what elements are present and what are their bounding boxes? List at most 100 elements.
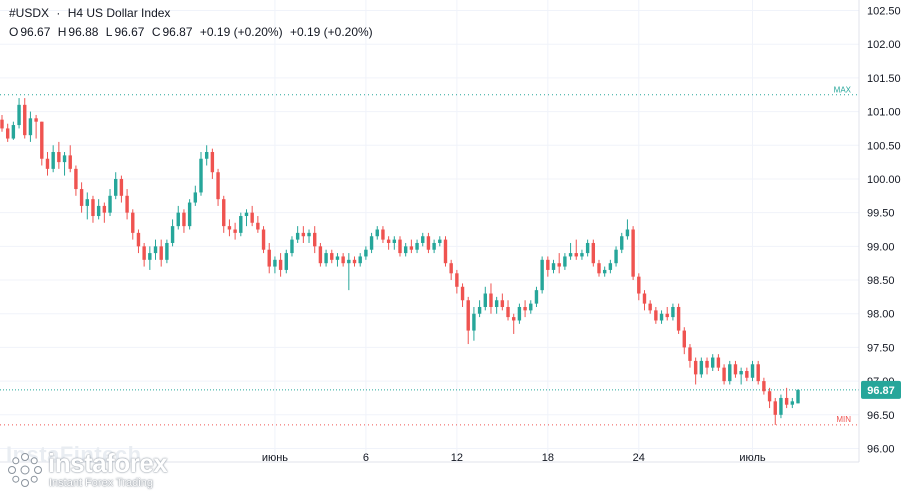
last-price-label: 96.87 xyxy=(867,385,895,397)
time-axis[interactable]: июнь 6 12 18 24 июль xyxy=(262,452,766,464)
close-value: 96.87 xyxy=(162,25,193,39)
open-value: 96.67 xyxy=(20,25,51,39)
candle-body xyxy=(386,239,391,243)
candle xyxy=(728,360,732,385)
candle xyxy=(716,354,721,372)
time-tick-label: июнь xyxy=(262,452,288,464)
candle xyxy=(187,199,192,230)
candle-body xyxy=(74,168,78,190)
candle-body xyxy=(335,256,340,260)
candle xyxy=(40,121,44,166)
symbol-name[interactable]: #USDX xyxy=(9,6,50,20)
candle-body xyxy=(250,212,254,223)
candle xyxy=(176,205,180,230)
candle xyxy=(551,259,556,274)
candle-body xyxy=(540,259,544,291)
candle xyxy=(227,219,232,237)
time-tick-label: июль xyxy=(739,452,766,464)
candle xyxy=(250,205,254,227)
watermark-brand: instaforex xyxy=(48,448,168,478)
price-tick-label: 102.00 xyxy=(867,39,901,51)
candle xyxy=(665,306,669,321)
candle-body xyxy=(728,364,732,382)
candle xyxy=(91,195,95,223)
candle-body xyxy=(11,125,16,139)
candle xyxy=(403,242,408,257)
candle-body xyxy=(557,263,561,267)
candle-body xyxy=(699,360,704,375)
candle-body xyxy=(193,192,198,203)
candle-body xyxy=(483,293,487,307)
candle-body xyxy=(585,242,590,254)
candle-body xyxy=(671,306,675,318)
candle-body xyxy=(267,249,271,267)
candle xyxy=(290,236,294,257)
price-tick-label: 97.50 xyxy=(867,342,895,354)
watermark-ghost-text: InstaFintech xyxy=(6,442,142,467)
candle-body xyxy=(341,256,345,264)
candle xyxy=(557,253,561,274)
candle-body xyxy=(290,239,294,254)
candle-body xyxy=(426,236,431,250)
candles xyxy=(0,98,800,425)
candle-body xyxy=(23,104,27,136)
candle-body xyxy=(204,152,209,159)
candle-body xyxy=(784,397,789,405)
candle xyxy=(142,242,146,267)
candle xyxy=(96,199,101,220)
candle-body xyxy=(313,232,317,247)
candle-body xyxy=(68,155,72,169)
candle-body xyxy=(153,246,158,254)
candle-body xyxy=(631,229,635,277)
candle-body xyxy=(131,212,135,233)
candle-body xyxy=(210,152,215,173)
watermark-logo: instaforex Instant Forex Trading xyxy=(2,447,187,493)
candle-body xyxy=(125,195,129,213)
candle xyxy=(449,259,453,281)
candle xyxy=(318,242,323,267)
candle-body xyxy=(57,152,61,163)
candle xyxy=(455,269,459,294)
candle-body xyxy=(580,253,584,257)
candle xyxy=(148,246,152,270)
candle xyxy=(11,121,16,140)
candle xyxy=(295,226,300,243)
candle xyxy=(563,253,567,270)
candle xyxy=(239,212,243,237)
candle-body xyxy=(239,216,243,233)
candle xyxy=(386,236,391,250)
candle xyxy=(620,232,624,254)
candle-body xyxy=(381,229,385,240)
open-label: O xyxy=(9,25,19,39)
candle-body xyxy=(62,155,67,163)
candle xyxy=(284,249,288,274)
price-tick-label: 102.50 xyxy=(867,6,901,18)
candle xyxy=(534,286,539,307)
candle xyxy=(597,259,601,277)
candle-body xyxy=(551,263,556,270)
candle xyxy=(165,239,169,264)
candle-body xyxy=(716,357,721,368)
candle xyxy=(369,232,374,254)
candle-body xyxy=(45,158,50,169)
candle-body xyxy=(591,242,596,264)
candle xyxy=(204,145,209,166)
price-tags: 96.87 xyxy=(861,380,901,399)
candle xyxy=(477,300,482,318)
candle-body xyxy=(108,195,112,213)
candle xyxy=(159,239,163,267)
candle xyxy=(74,165,78,196)
candle-body xyxy=(330,253,334,260)
candle xyxy=(352,256,357,267)
price-tick-label: 98.00 xyxy=(867,309,895,321)
candle-body xyxy=(165,242,169,260)
candle xyxy=(745,367,749,382)
candle-body xyxy=(114,178,118,196)
price-axis[interactable]: 102.50 102.00 101.50 101.00 100.50 100.00 99.5… xyxy=(867,6,901,456)
candle-body xyxy=(0,119,4,129)
candle-body xyxy=(517,306,522,321)
candle-body xyxy=(96,205,101,217)
candle xyxy=(631,226,635,281)
candle-body xyxy=(347,259,351,264)
